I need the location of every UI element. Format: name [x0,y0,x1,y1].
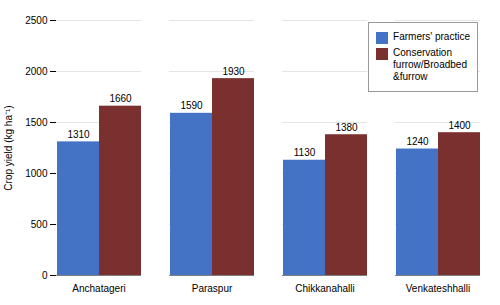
svg-text:1380: 1380 [335,122,358,133]
svg-text:1660: 1660 [109,93,132,104]
svg-text:Venkateshhalli: Venkateshhalli [406,283,471,294]
svg-text:1310: 1310 [67,129,90,140]
svg-text:1500: 1500 [25,117,48,128]
svg-text:500: 500 [31,219,48,230]
svg-text:Crop yield (kg ha⁻¹): Crop yield (kg ha⁻¹) [3,105,14,190]
svg-text:2500: 2500 [25,15,48,26]
svg-text:Anchatageri: Anchatageri [72,283,125,294]
svg-text:1000: 1000 [25,168,48,179]
html-text:Conservation furrow/Broadbed &: Conservation furrow/Broadbed &furrow [393,47,467,82]
svg-text:1930: 1930 [222,66,245,77]
svg-text:Chikkanahalli: Chikkanahalli [295,283,354,294]
html-text:Farmers' practice: Farmers' practice [393,31,470,42]
svg-text:1240: 1240 [406,136,429,147]
svg-text:1590: 1590 [180,100,203,111]
svg-text:Paraspur: Paraspur [192,283,233,294]
svg-text:2000: 2000 [25,66,48,77]
svg-text:1130: 1130 [294,147,316,158]
svg-text:1400: 1400 [448,120,471,131]
svg-text:0: 0 [42,270,48,281]
